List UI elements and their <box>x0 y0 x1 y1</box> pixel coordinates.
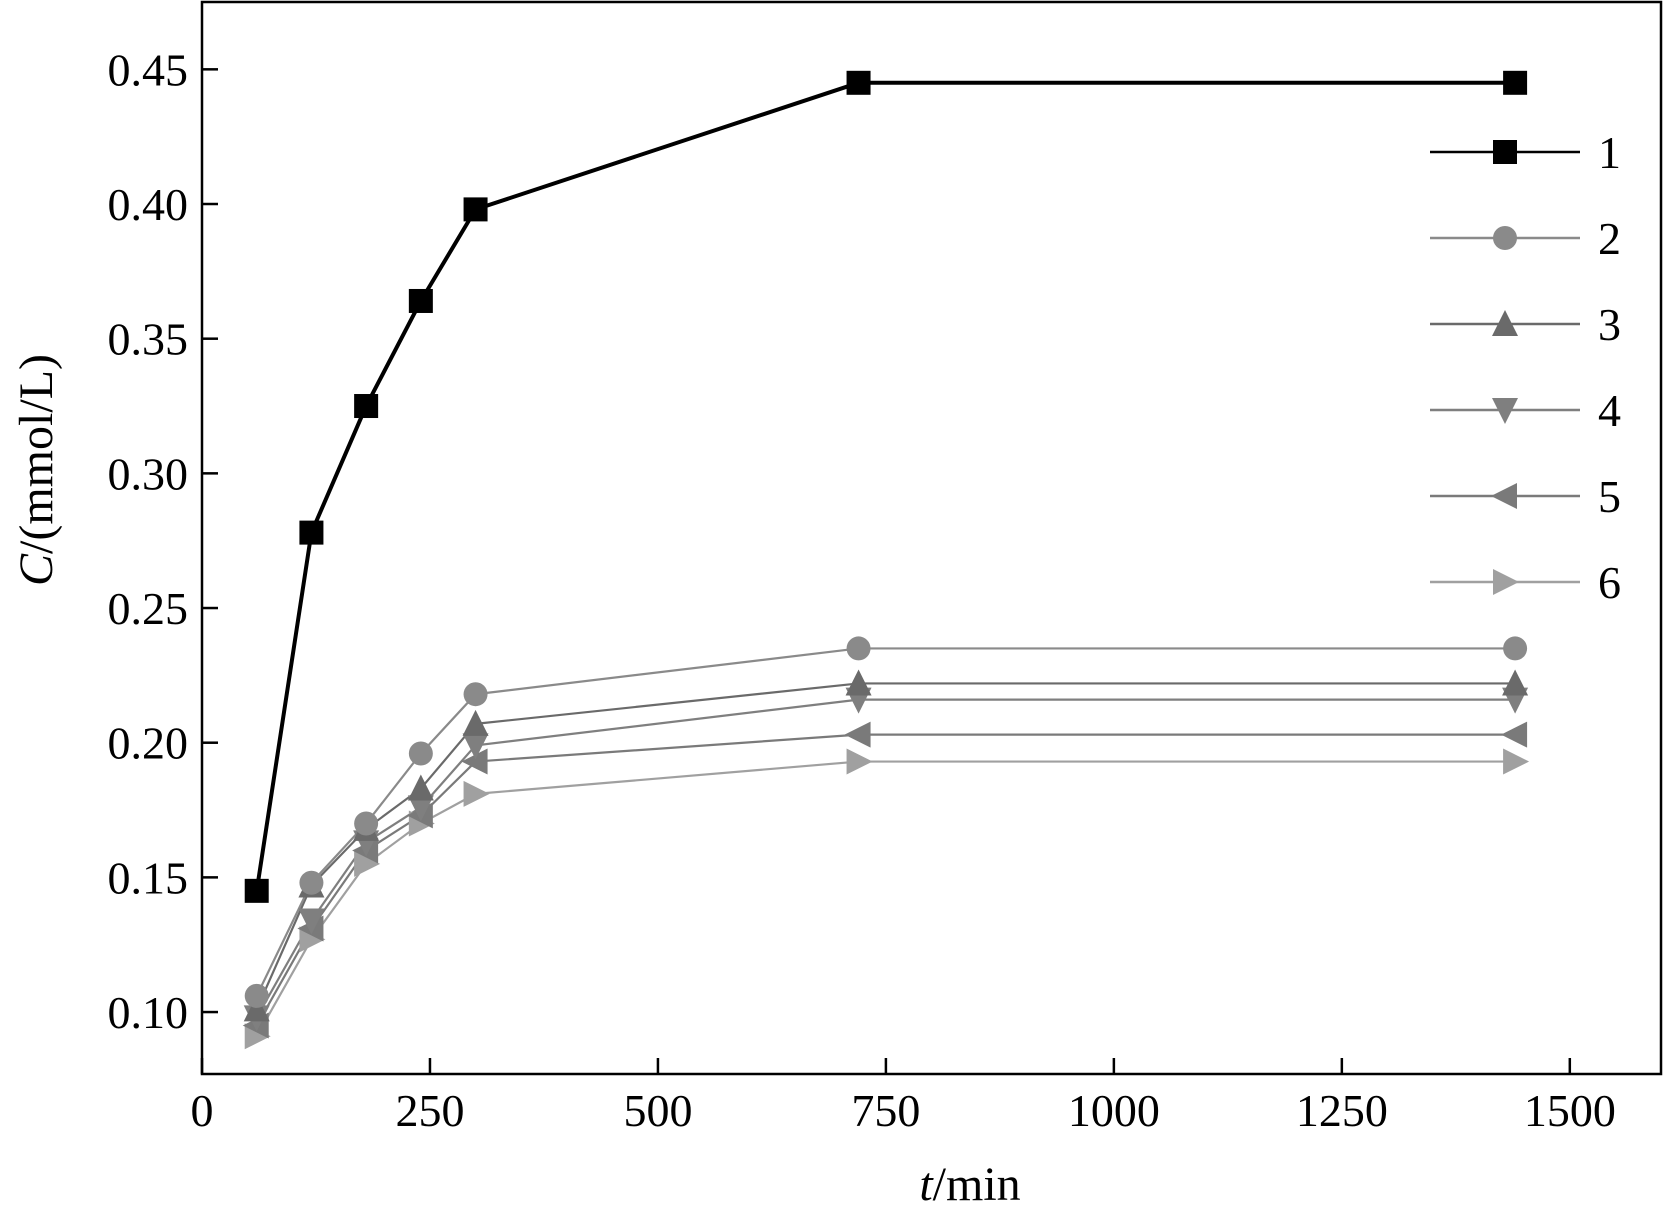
y-tick-label: 0.25 <box>108 583 189 634</box>
x-tick-label: 1250 <box>1296 1085 1388 1136</box>
legend-marker <box>1491 483 1517 509</box>
series-line-3 <box>255 682 1516 1010</box>
y-tick-label: 0.20 <box>108 718 189 769</box>
y-axis-title: C/(mmol/L) <box>10 354 63 586</box>
data-point-series-2 <box>846 636 871 661</box>
data-point-series-5 <box>461 748 488 775</box>
x-axis-variable: t <box>919 1158 934 1211</box>
legend-label: 5 <box>1598 471 1621 522</box>
data-point-series-4 <box>407 795 434 822</box>
x-tick-label: 0 <box>191 1085 214 1136</box>
y-tick-label: 0.10 <box>108 987 189 1038</box>
data-point-series-4 <box>462 733 489 760</box>
x-tick-label: 1500 <box>1524 1085 1616 1136</box>
data-point-series-1 <box>244 878 269 903</box>
data-point-series-2 <box>408 741 433 766</box>
series-line-1 <box>254 80 1516 892</box>
data-point-series-2 <box>1503 636 1528 661</box>
legend-marker <box>1492 398 1518 424</box>
data-point-series-6 <box>354 850 381 877</box>
legend-entry-4: 4 <box>1430 385 1621 436</box>
y-axis: 0.10 0.15 0.20 0.25 0.30 0.35 0.40 0.45 <box>108 44 218 1038</box>
data-point-series-6 <box>1503 748 1530 775</box>
legend-entry-5: 5 <box>1430 471 1621 522</box>
series-line-4 <box>255 698 1516 1018</box>
legend-label: 2 <box>1598 213 1621 264</box>
data-point-series-1 <box>463 197 488 222</box>
legend-marker <box>1492 310 1518 336</box>
series-markers <box>242 70 1530 1050</box>
data-point-series-5 <box>844 721 871 748</box>
y-axis-unit: /(mmol/L) <box>10 354 63 554</box>
data-point-series-3 <box>462 709 489 736</box>
y-axis-variable: C <box>10 553 63 586</box>
legend-entry-6: 6 <box>1430 557 1621 608</box>
plot-frame <box>200 0 1663 1076</box>
data-point-series-1 <box>1503 70 1528 95</box>
legend-label: 3 <box>1598 299 1621 350</box>
data-point-series-6 <box>463 780 490 807</box>
y-tick-label: 0.45 <box>108 44 189 95</box>
legend-entry-2: 2 <box>1430 213 1621 264</box>
data-point-series-6 <box>846 748 873 775</box>
data-point-series-3 <box>243 995 270 1022</box>
data-point-series-1 <box>408 288 433 313</box>
x-tick-label: 250 <box>395 1085 464 1136</box>
y-tick-label: 0.30 <box>108 448 189 499</box>
y-tick-label: 0.15 <box>108 852 189 903</box>
y-tick-label: 0.40 <box>108 179 189 230</box>
series-lines <box>254 80 1516 1037</box>
data-point-series-1 <box>354 394 379 419</box>
data-point-series-6 <box>244 1023 271 1050</box>
data-point-series-1 <box>846 70 871 95</box>
y-tick-label: 0.35 <box>108 314 189 365</box>
legend-label: 1 <box>1598 127 1621 178</box>
data-point-series-4 <box>298 908 325 935</box>
series-line-6 <box>255 760 1516 1037</box>
data-point-series-2 <box>244 983 269 1008</box>
data-point-series-2 <box>299 870 324 895</box>
legend-marker <box>1493 226 1517 250</box>
data-point-series-2 <box>354 811 379 836</box>
legend-label: 4 <box>1598 385 1621 436</box>
data-point-series-2 <box>463 682 488 707</box>
x-tick-label: 750 <box>851 1085 920 1136</box>
x-tick-label: 500 <box>623 1085 692 1136</box>
legend-marker <box>1493 140 1517 164</box>
x-axis: 0 250 500 750 1000 1250 1500 <box>191 1058 1616 1136</box>
data-point-series-6 <box>299 926 326 953</box>
legend-label: 6 <box>1598 557 1621 608</box>
x-axis-title: t/min <box>919 1158 1020 1211</box>
x-axis-unit: /min <box>933 1158 1021 1211</box>
legend: 1 2 3 4 5 6 <box>1430 127 1621 608</box>
data-point-series-5 <box>1501 721 1528 748</box>
x-tick-label: 1000 <box>1068 1085 1160 1136</box>
data-point-series-3 <box>845 669 872 696</box>
data-point-series-1 <box>299 520 324 545</box>
data-point-series-3 <box>407 774 434 801</box>
legend-entry-3: 3 <box>1430 299 1621 350</box>
data-point-series-3 <box>1502 669 1529 696</box>
legend-marker <box>1493 569 1519 595</box>
legend-entry-1: 1 <box>1430 127 1621 178</box>
